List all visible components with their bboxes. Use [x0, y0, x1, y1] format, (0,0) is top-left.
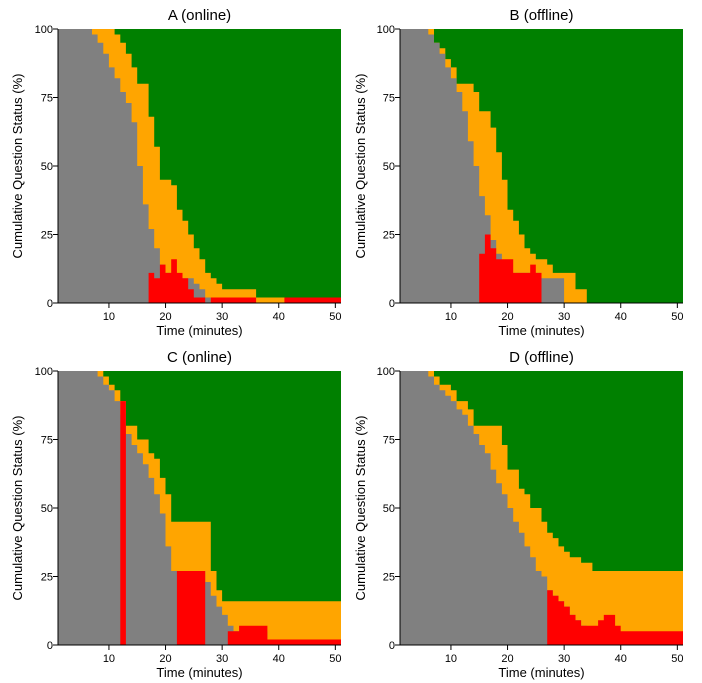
x-tick-label: 30 [216, 653, 228, 665]
panel-title: C (online) [167, 349, 232, 366]
wrong-area [58, 259, 341, 303]
y-tick-label: 100 [377, 366, 395, 378]
x-tick-label: 20 [501, 311, 513, 323]
y-axis-title: Cumulative Question Status (%) [353, 74, 368, 259]
x-tick-label: 50 [671, 653, 683, 665]
y-tick-label: 75 [383, 435, 395, 447]
x-axis-title: Time (minutes) [156, 323, 242, 338]
x-axis-title: Time (minutes) [498, 665, 584, 680]
x-tick-label: 50 [671, 311, 683, 323]
x-tick-label: 50 [329, 311, 341, 323]
x-tick-label: 20 [159, 311, 171, 323]
x-tick-label: 30 [558, 653, 570, 665]
panel-d: 10 20 30 40 50 0 25 50 75 100 D (offline) Time (min… [353, 349, 683, 680]
unseen-area [400, 29, 683, 303]
y-tick-label: 0 [47, 640, 53, 652]
x-tick-label: 30 [558, 311, 570, 323]
panel-title: B (offline) [510, 7, 574, 24]
y-tick-label: 75 [41, 93, 53, 105]
y-tick-label: 25 [383, 230, 395, 242]
x-tick-label: 40 [273, 653, 285, 665]
unseen-area [400, 371, 683, 645]
x-tick-label: 40 [615, 311, 627, 323]
x-tick-label: 50 [329, 653, 341, 665]
x-tick-label: 20 [501, 653, 513, 665]
y-tick-label: 50 [383, 161, 395, 173]
unseen-area [58, 29, 341, 303]
x-axis-title: Time (minutes) [498, 323, 584, 338]
y-tick-label: 0 [47, 298, 53, 310]
x-tick-label: 10 [445, 311, 457, 323]
y-tick-label: 75 [41, 435, 53, 447]
y-tick-label: 100 [35, 24, 53, 36]
y-tick-label: 50 [41, 161, 53, 173]
y-tick-label: 100 [377, 24, 395, 36]
y-tick-label: 100 [35, 366, 53, 378]
wrong-area [400, 234, 683, 303]
x-tick-label: 10 [103, 653, 115, 665]
x-axis-title: Time (minutes) [156, 665, 242, 680]
y-axis-title: Cumulative Question Status (%) [353, 416, 368, 601]
wrong-area [400, 590, 683, 645]
wrong-area [58, 401, 341, 645]
panel-a: 10 20 30 40 50 0 25 50 75 100 A (online) Time (minu… [10, 7, 341, 338]
y-tick-label: 50 [383, 503, 395, 515]
y-tick-label: 50 [41, 503, 53, 515]
y-tick-label: 0 [389, 640, 395, 652]
y-tick-label: 25 [41, 230, 53, 242]
x-tick-label: 10 [103, 311, 115, 323]
y-axis-title: Cumulative Question Status (%) [10, 416, 25, 601]
x-tick-label: 40 [273, 311, 285, 323]
x-tick-label: 10 [445, 653, 457, 665]
x-tick-label: 20 [159, 653, 171, 665]
x-tick-label: 30 [216, 311, 228, 323]
panel-c: 10 20 30 40 50 0 25 50 75 100 C (online) Time (minu… [10, 349, 341, 680]
panel-title: A (online) [168, 7, 231, 24]
y-tick-label: 25 [383, 572, 395, 584]
y-tick-label: 75 [383, 93, 395, 105]
panel-title: D (offline) [509, 349, 574, 366]
y-tick-label: 0 [389, 298, 395, 310]
y-tick-label: 25 [41, 572, 53, 584]
unseen-area [58, 371, 341, 645]
y-axis-title: Cumulative Question Status (%) [10, 74, 25, 259]
x-tick-label: 40 [615, 653, 627, 665]
panel-b: 10 20 30 40 50 0 25 50 75 100 B (offline) Time (min… [353, 7, 683, 338]
